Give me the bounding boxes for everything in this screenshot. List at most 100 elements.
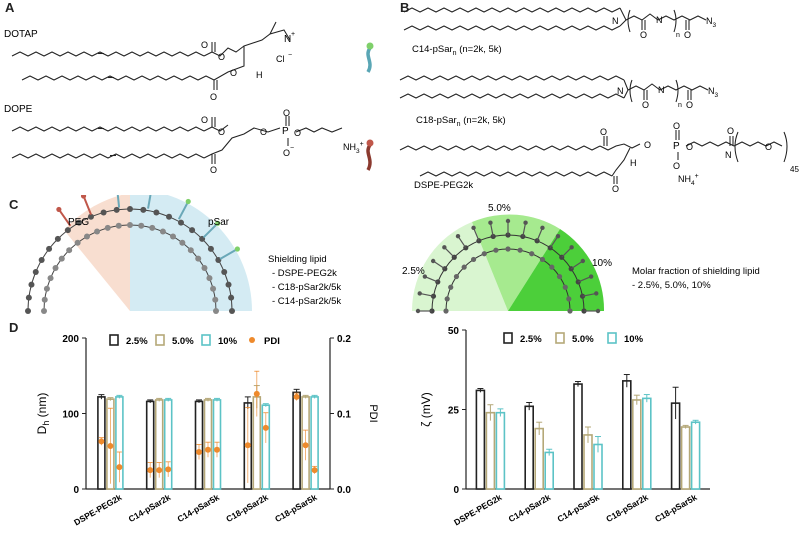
legend-swatch	[555, 332, 565, 344]
dspe-chain-1	[399, 145, 601, 151]
pdi-point	[147, 467, 154, 474]
legend-swatch	[155, 334, 165, 346]
legend-swatch	[201, 334, 211, 346]
polymer-chain	[443, 246, 455, 258]
polymer-chain	[82, 195, 92, 215]
bar-2.5%	[622, 380, 632, 490]
lipid-head	[229, 308, 235, 314]
dotap-label: DOTAP	[4, 29, 38, 40]
lipid-head	[32, 268, 39, 275]
svg-text:N: N	[658, 85, 665, 95]
dotap-chain-2	[21, 75, 215, 81]
bar-10%	[690, 421, 701, 490]
pdi-point	[214, 446, 220, 453]
svg-text:N: N	[612, 16, 619, 26]
polymer-tip	[185, 198, 191, 205]
lipid-head	[54, 235, 61, 242]
bar-2.5%	[573, 383, 583, 490]
polymer-chain	[549, 235, 559, 249]
lipid-head	[221, 268, 228, 275]
shielding-item-1: - DSPE-PEG2k	[272, 268, 337, 279]
lipid-head	[201, 265, 208, 271]
y2-tick-label: 0.0	[337, 485, 351, 496]
y-tick-label: 25	[448, 406, 460, 417]
shielding-item-2: - C18-pSar2k/5k	[272, 282, 341, 293]
lipid-head	[25, 294, 32, 301]
lipid-head	[575, 279, 581, 285]
bar-10%	[310, 396, 319, 490]
lipid-head	[228, 294, 235, 301]
polymer-chain	[424, 276, 439, 283]
legend-label: 10%	[624, 334, 644, 345]
svg-text:−: −	[288, 52, 292, 59]
svg-text:N3: N3	[708, 86, 719, 99]
c18-chain-2	[399, 93, 625, 99]
lipid-head	[453, 273, 460, 280]
legend-label: PDI	[264, 336, 280, 347]
lipid-head	[38, 257, 45, 263]
lipid-head	[529, 251, 535, 257]
x-tick-label: DSPE-PEG2k	[72, 492, 123, 527]
polymer-tip	[595, 308, 601, 314]
y-tick-label: 100	[62, 410, 79, 421]
lipid-head	[189, 227, 196, 234]
polymer-tip	[569, 245, 574, 250]
fraction-label-2-5: 2.5%	[402, 266, 425, 277]
pdi-point	[156, 467, 163, 474]
lipid-head	[461, 264, 467, 270]
molar-title: Molar fraction of shielding lipid	[632, 266, 760, 277]
polymer-tip	[430, 258, 436, 264]
x-tick-label: C14-pSar2k	[127, 492, 173, 524]
lipid-head	[481, 251, 487, 257]
pdi-point	[293, 393, 300, 400]
legend-label: 5.0%	[572, 334, 594, 345]
polymer-tip	[234, 246, 240, 252]
lipid-head	[76, 219, 82, 226]
polymer-tip	[488, 220, 493, 225]
lipid-head	[153, 209, 160, 216]
lipid-head	[444, 296, 450, 302]
pdi-point	[253, 390, 260, 397]
lipid-head	[43, 285, 50, 292]
pdi-point	[244, 442, 251, 449]
polymer-chain	[582, 292, 597, 297]
svg-text:O: O	[201, 115, 208, 125]
lipid-head	[187, 247, 194, 254]
svg-text:O: O	[644, 140, 651, 150]
x-tick-label: C18-pSar2k	[604, 492, 650, 524]
svg-text:O: O	[673, 121, 680, 131]
lipid-head	[567, 308, 573, 314]
peg-sector	[64, 195, 130, 311]
x-tick-label: C14-pSar5k	[175, 492, 221, 524]
lipid-head	[556, 273, 563, 280]
lipid-head	[58, 255, 65, 262]
svg-text:N: N	[725, 150, 732, 160]
c18-label: C18-pSarn (n=2k, 5k)	[416, 115, 506, 128]
y-axis-label: Dh (nm)	[35, 393, 51, 435]
bar-5.0%	[534, 427, 544, 490]
polymer-chain	[489, 222, 494, 237]
lipid-head	[178, 219, 184, 226]
right-lipid-heads	[415, 218, 601, 314]
dotap-chain-1	[11, 51, 205, 57]
peg-label: PEG	[68, 217, 89, 228]
c14-chain-1	[403, 7, 621, 13]
dope-chain-2	[11, 153, 205, 159]
panel-letter-b: B	[400, 0, 410, 15]
svg-text:O: O	[640, 30, 647, 40]
lipid-head	[87, 213, 94, 220]
svg-text:O: O	[218, 127, 225, 137]
svg-text:O: O	[294, 128, 301, 138]
polymer-tip	[422, 274, 428, 279]
lipid-head	[41, 296, 48, 303]
svg-text:O: O	[765, 142, 772, 152]
left-lipid-heads	[25, 206, 235, 314]
psar-label: pSar	[208, 217, 230, 228]
polymer-tip	[505, 218, 511, 224]
lipid-head	[206, 275, 213, 282]
polymer-chain	[219, 248, 238, 260]
svg-text:P: P	[673, 141, 680, 152]
polymer-tip	[555, 233, 561, 239]
svg-text:O: O	[210, 165, 217, 175]
c14-chain-2	[403, 25, 621, 31]
